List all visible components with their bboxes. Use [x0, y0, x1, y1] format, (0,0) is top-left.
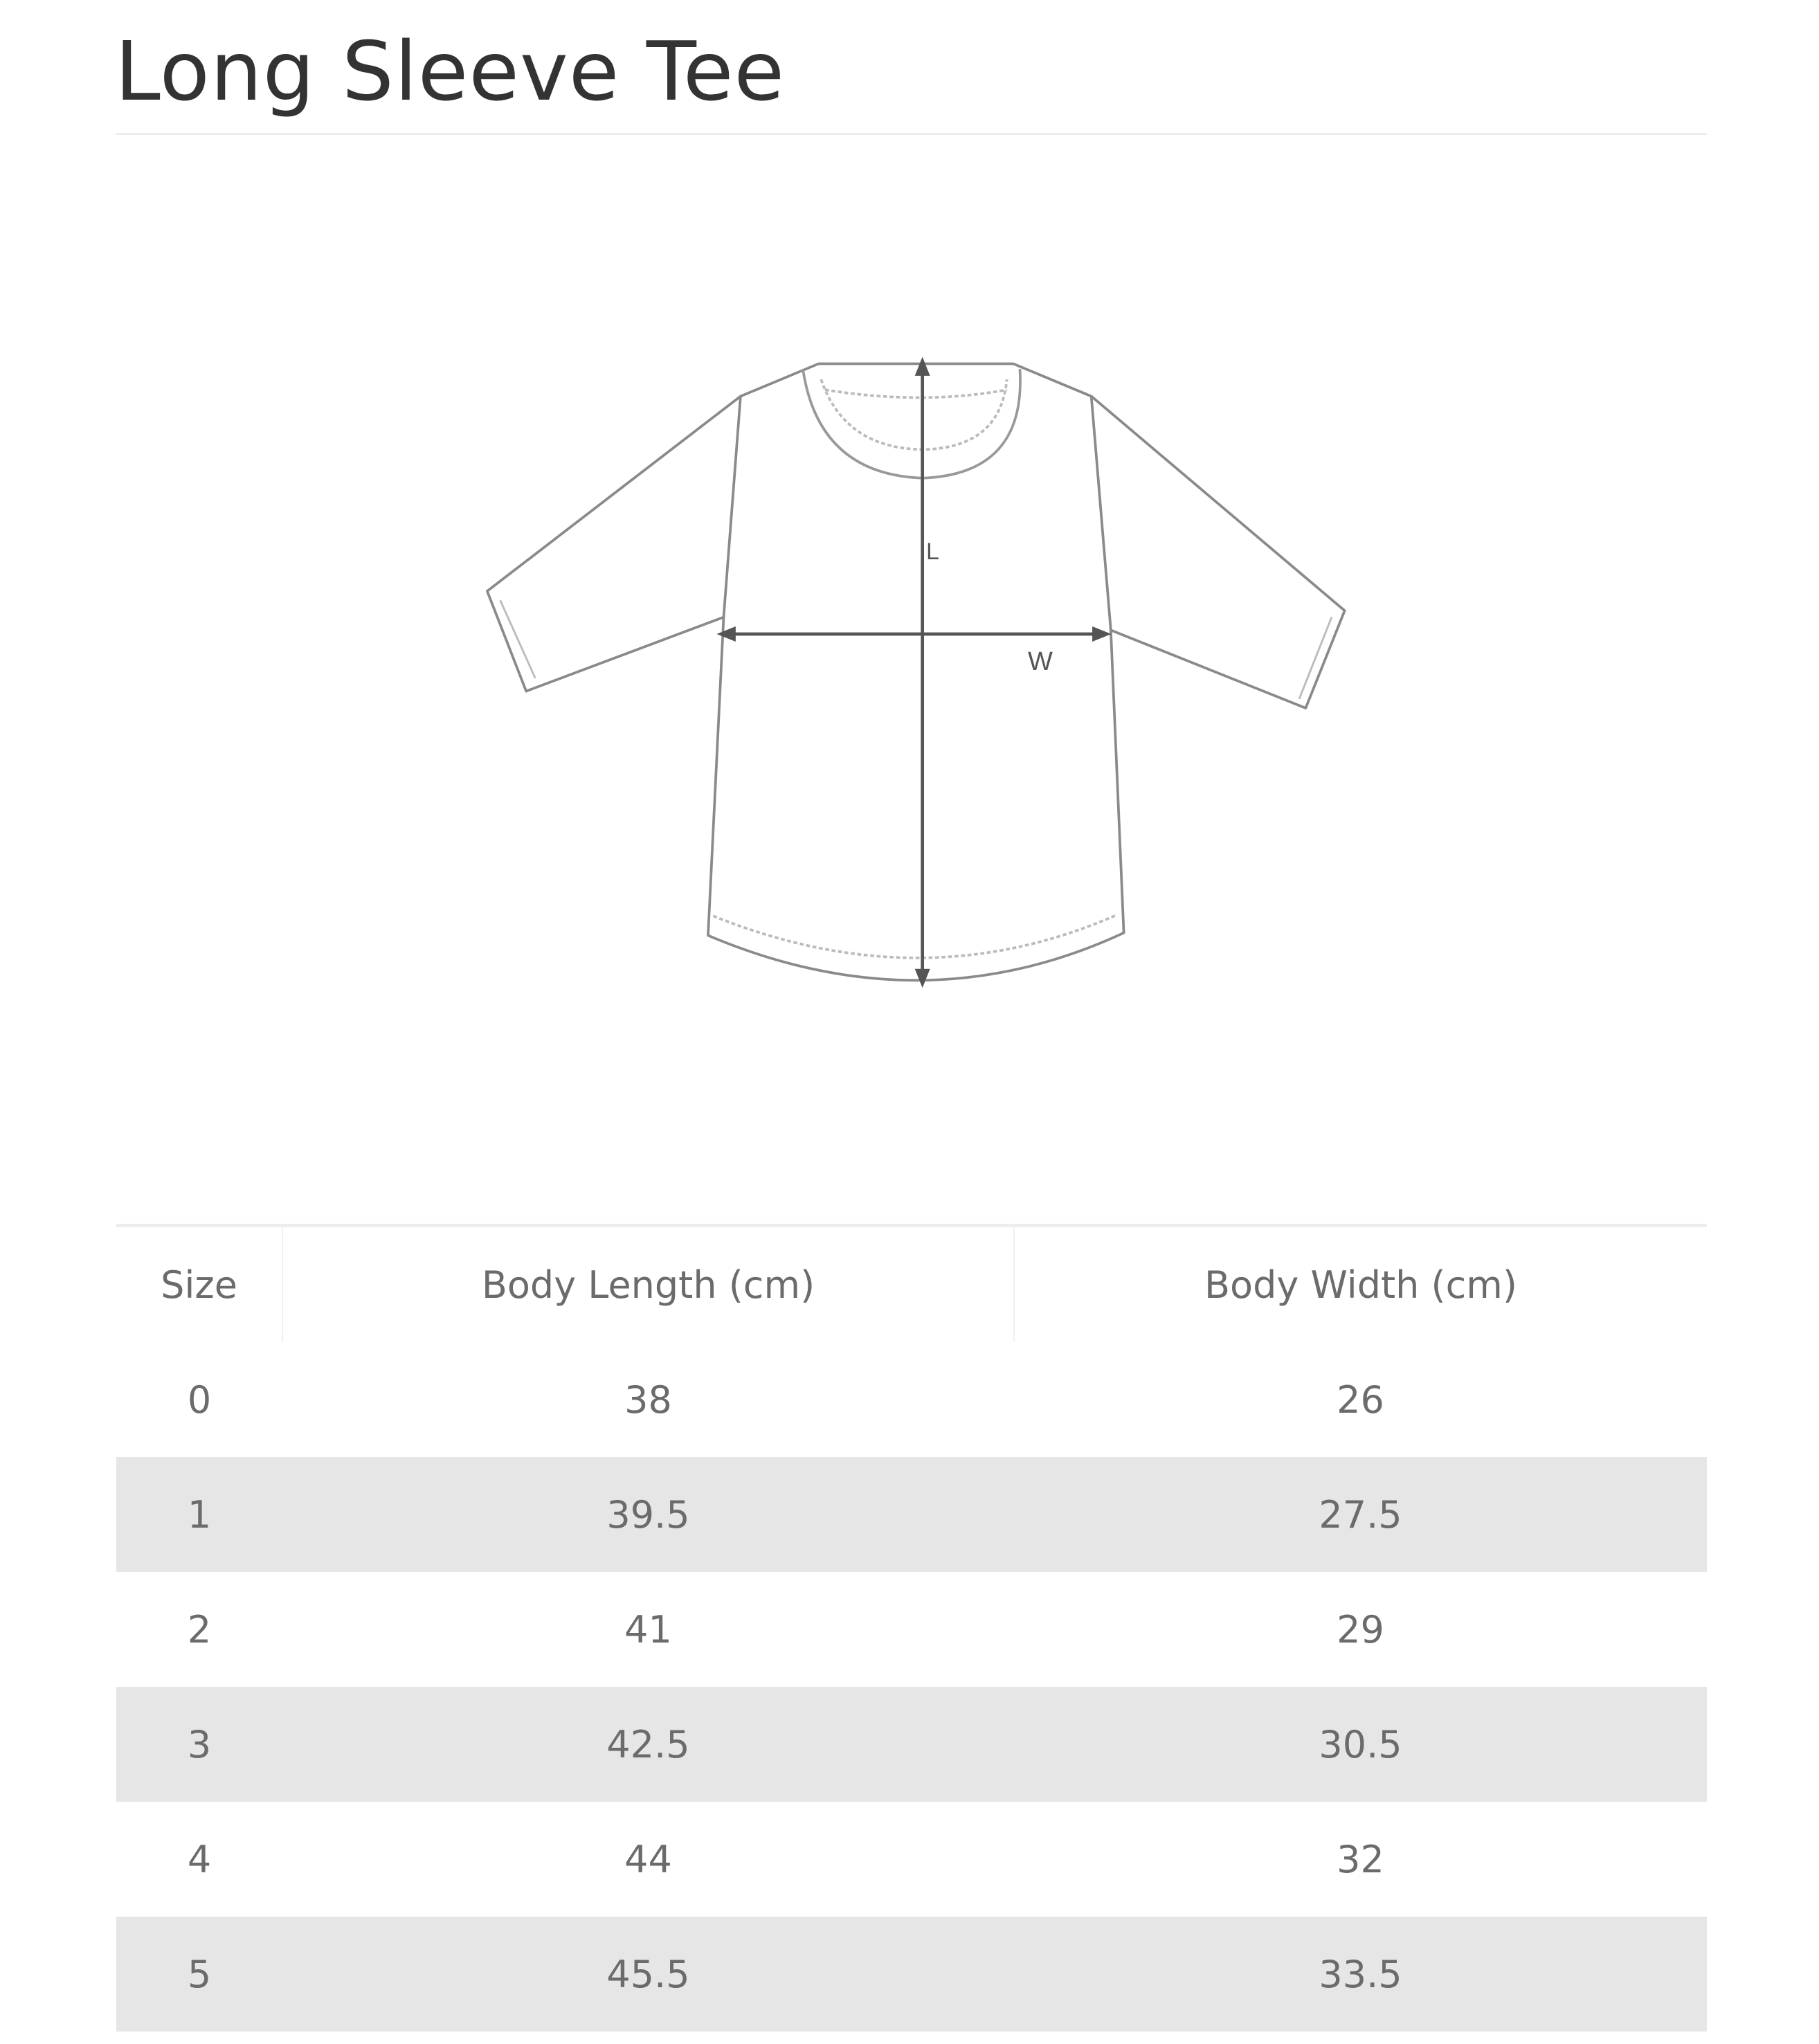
cell-body-length: 41	[624, 1607, 672, 1652]
cell-body-width: 27.5	[1014, 1457, 1707, 1572]
table-header-row: Size Body Length (cm) Body Width (cm)	[116, 1225, 1707, 1342]
length-label: L	[926, 539, 939, 565]
table-row: 1 39.5 27.5	[116, 1457, 1707, 1572]
shirt-outline	[485, 362, 1346, 982]
cell-body-length: 39.5	[282, 1457, 1014, 1572]
length-arrow-head-top	[914, 356, 930, 376]
header-body-length: Body Length (cm)	[282, 1225, 1014, 1342]
shirt-side-left	[722, 396, 742, 617]
shirt-hem-band	[712, 913, 1118, 959]
table-row: 2 41 29	[116, 1572, 1707, 1687]
shirt-right-cuff	[1298, 617, 1333, 700]
cell-size: 3	[116, 1687, 282, 1802]
cell-size: 1	[116, 1457, 282, 1572]
cell-size: 4	[187, 1837, 212, 1881]
cell-size: 5	[116, 1917, 282, 2032]
shirt-neckline-outer	[802, 368, 1022, 480]
shirt-left-cuff	[499, 599, 536, 679]
shirt-size-diagram: L W	[485, 356, 1346, 988]
size-chart-table: Size Body Length (cm) Body Width (cm) 0 3…	[116, 1224, 1707, 2032]
header-body-width: Body Width (cm)	[1013, 1225, 1707, 1342]
cell-body-width: 33.5	[1014, 1917, 1707, 2032]
cell-size: 0	[187, 1377, 212, 1422]
cell-body-width: 29	[1337, 1607, 1384, 1652]
cell-body-length: 45.5	[282, 1917, 1014, 2032]
cell-body-width: 30.5	[1014, 1687, 1707, 1802]
cell-body-width: 26	[1337, 1377, 1384, 1422]
length-arrow-head-bottom	[914, 968, 930, 988]
cell-body-width: 32	[1337, 1837, 1384, 1881]
shirt-neckline-inner	[820, 379, 1008, 451]
width-arrow-head-left	[716, 626, 736, 642]
shirt-side-right	[1089, 396, 1112, 631]
table-row: 5 45.5 33.5	[116, 1917, 1707, 2032]
shirt-neck-back	[824, 388, 1008, 399]
cell-body-length: 44	[624, 1837, 672, 1881]
table-row: 0 38 26	[116, 1342, 1707, 1457]
header-size: Size	[161, 1263, 237, 1307]
table-row: 4 44 32	[116, 1802, 1707, 1917]
title-divider	[116, 133, 1707, 135]
table-row: 3 42.5 30.5	[116, 1687, 1707, 1802]
cell-size: 2	[187, 1607, 212, 1652]
cell-body-length: 42.5	[282, 1687, 1014, 1802]
cell-body-length: 38	[624, 1377, 672, 1422]
width-arrow-head-right	[1092, 626, 1112, 642]
width-label: W	[1028, 647, 1053, 676]
page-title: Long Sleeve Tee	[115, 24, 786, 119]
